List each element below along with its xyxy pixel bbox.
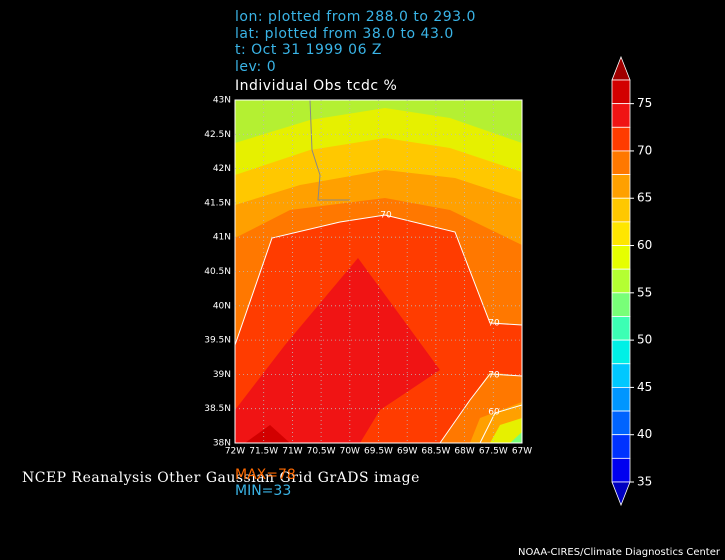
lat-label: 40N	[213, 301, 231, 311]
colorbar-label: 65	[637, 191, 652, 205]
lat-label: 39N	[213, 370, 231, 380]
colorbar-box	[611, 150, 631, 175]
colorbar-label: 70	[637, 143, 652, 157]
contour-label: 60	[488, 408, 500, 418]
colorbar-box	[611, 457, 631, 483]
lon-label: 70.5W	[307, 447, 336, 457]
colorbar-label: 60	[637, 238, 652, 252]
band	[510, 432, 522, 443]
lat-label: 42N	[213, 164, 231, 174]
lon-label: 68.5W	[421, 447, 450, 457]
lon-label: 67W	[512, 447, 532, 457]
lat-label: 38N	[213, 439, 231, 449]
colorbar-box	[611, 410, 631, 436]
colorbar-box	[611, 387, 631, 412]
lon-label: 72W	[225, 447, 245, 457]
contour-label: 70	[488, 371, 500, 381]
lon-label: 71.5W	[249, 447, 278, 457]
colorbar: 75 70 65 60 55 50 45 40 35	[611, 55, 652, 507]
lat-label: 39.5N	[204, 336, 231, 346]
header-line: lev: 0	[235, 59, 276, 75]
colorbar-box	[611, 221, 631, 246]
header-line: lon: plotted from 288.0 to 293.0	[235, 9, 476, 25]
colorbar-box	[611, 197, 631, 223]
max-label: MAX=78	[235, 467, 296, 483]
lat-label: 41N	[213, 233, 231, 243]
colorbar-label: 50	[637, 333, 652, 347]
colorbar-box	[611, 174, 631, 199]
lat-label: 41.5N	[204, 198, 231, 208]
colorbar-box	[611, 79, 631, 105]
colorbar-box	[611, 245, 631, 270]
contour	[479, 404, 523, 444]
caption: NCEP Reanalysis Other Gaussian Grid GrAD…	[22, 470, 420, 486]
contour	[234, 214, 523, 346]
band	[235, 258, 440, 443]
contour	[439, 373, 523, 444]
header-line: t: Oct 31 1999 06 Z	[235, 42, 382, 58]
band	[490, 418, 522, 443]
colorbar-box	[611, 292, 631, 317]
colorbar-box	[611, 126, 631, 152]
lon-label: 69.5W	[364, 447, 393, 457]
colorbar-box	[611, 316, 631, 341]
lon-label: 67.5W	[479, 447, 508, 457]
min-label: MIN=33	[235, 483, 291, 499]
lat-label: 42.5N	[204, 130, 231, 140]
plot-title: Individual Obs tcdc %	[235, 78, 397, 94]
grid: 43N 42.5N 42N 41.5N 41N 40.5N 40N 39.5N 39N 38.5N…	[204, 96, 532, 457]
colorbar-box	[611, 103, 631, 128]
lon-label: 71W	[282, 447, 302, 457]
colorbar-arrow	[611, 481, 631, 507]
lon-label: 70W	[340, 447, 360, 457]
map-field	[234, 99, 523, 444]
colorbar-box	[611, 363, 631, 388]
contour-label: 70	[380, 211, 392, 221]
colorbar-label: 40	[637, 427, 652, 441]
header-line: lat: plotted from 38.0 to 43.0	[235, 26, 454, 42]
band	[245, 425, 290, 443]
lat-label: 38.5N	[204, 404, 231, 414]
colorbar-label: 55	[637, 285, 652, 299]
coastline	[309, 99, 350, 201]
contour-label: 70	[488, 319, 500, 329]
colorbar-label: 35	[637, 475, 652, 489]
lon-label: 69W	[397, 447, 417, 457]
colorbar-arrow	[611, 55, 631, 81]
credit: NOAA-CIRES/Climate Diagnostics Center	[518, 547, 721, 558]
colorbar-box	[611, 268, 631, 294]
colorbar-box	[611, 434, 631, 459]
lat-label: 40.5N	[204, 267, 231, 277]
lat-label: 43N	[213, 96, 231, 106]
lon-label: 68W	[454, 447, 474, 457]
colorbar-label: 45	[637, 380, 652, 394]
colorbar-box	[611, 339, 631, 365]
colorbar-label: 75	[637, 96, 652, 110]
